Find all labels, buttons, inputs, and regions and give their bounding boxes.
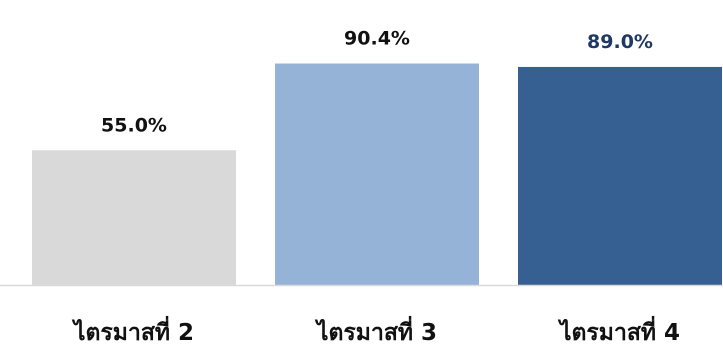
category-label-1: ไตรมาสที่ 2: [71, 315, 194, 346]
category-labels-group: ไตรมาสที่ 2 ไตรมาสที่ 3 ไตรมาสที่ 4: [71, 315, 680, 346]
data-label-3: 89.0%: [587, 31, 653, 53]
bar-2: [275, 63, 479, 285]
bars-group: [32, 63, 722, 285]
category-label-2: ไตรมาสที่ 3: [314, 315, 437, 346]
value-labels-group: 55.0% 90.4% 89.0%: [101, 28, 653, 137]
bar-3: [518, 66, 722, 285]
category-label-3: ไตรมาสที่ 4: [557, 315, 680, 346]
data-label-1: 55.0%: [101, 114, 167, 136]
bar-1: [32, 150, 236, 285]
data-label-2: 90.4%: [344, 28, 410, 50]
